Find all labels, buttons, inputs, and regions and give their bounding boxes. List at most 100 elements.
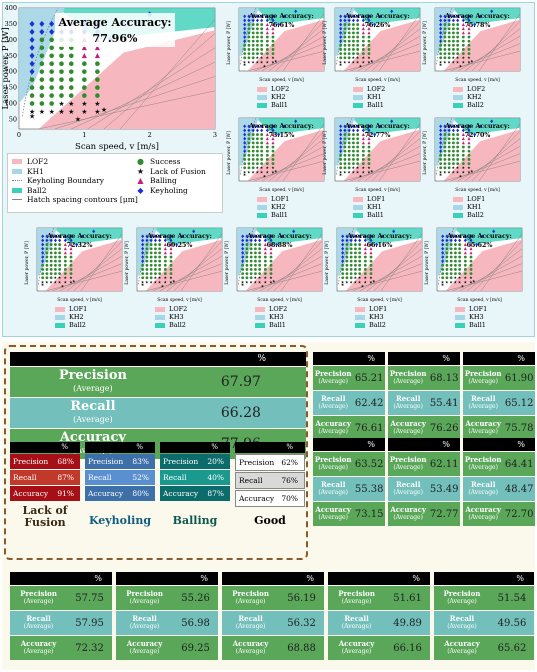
lof-region-core xyxy=(445,239,522,291)
success-point xyxy=(467,43,471,47)
hatch-contour xyxy=(38,90,216,130)
success-point xyxy=(443,162,447,165)
combination-recall-row: Recall (Average) 53.49 xyxy=(388,477,460,501)
lack-of-fusion-point: ★ xyxy=(458,279,462,284)
class-name-label: Lack of Fusion xyxy=(22,504,68,529)
keyholing-point xyxy=(158,234,162,239)
small-accuracy-value: 73.15% xyxy=(269,132,295,139)
lof-region-core xyxy=(245,239,322,291)
success-point xyxy=(463,263,467,267)
success-point xyxy=(63,259,67,263)
success-point xyxy=(463,255,467,259)
success-point xyxy=(339,52,343,55)
success-point xyxy=(443,158,447,161)
lack-of-fusion-point: ★ xyxy=(258,279,262,284)
success-point xyxy=(149,259,153,263)
small-legend-item: Ball1 xyxy=(455,321,487,329)
success-point xyxy=(456,35,460,39)
success-point xyxy=(454,243,457,246)
combination-metrics-table: % Precision (Average) 57.75 Recall (Average) 5… xyxy=(10,572,112,660)
class-pct-header: % xyxy=(235,442,305,453)
success-point xyxy=(443,35,447,39)
overall-precision-value: 67.97 xyxy=(220,374,261,390)
success-point xyxy=(352,137,355,141)
success-point xyxy=(247,145,251,149)
hatch-contour xyxy=(471,131,521,182)
balling-point xyxy=(265,141,269,145)
small-legend-item: Ball1 xyxy=(353,211,385,219)
overall-recall-value: 66.28 xyxy=(220,405,261,421)
hatch-contour xyxy=(443,160,521,182)
small-x-axis-label: Scan speed, v [m/s] xyxy=(57,297,102,303)
success-point xyxy=(263,255,267,259)
keyholing-point xyxy=(63,238,67,243)
small-legend-item: Ball1 xyxy=(257,211,289,219)
combination-recall-value: 56.32 xyxy=(287,617,316,629)
success-point xyxy=(367,52,371,55)
keyholing-point xyxy=(169,234,173,239)
success-point xyxy=(265,43,269,47)
success-point xyxy=(256,162,259,165)
success-point xyxy=(154,268,157,271)
lack-of-fusion-point: ★ xyxy=(341,282,345,287)
balling-point xyxy=(271,132,275,136)
success-point xyxy=(82,69,87,74)
lack-of-fusion-point: ★ xyxy=(81,100,87,108)
hatch-contour xyxy=(378,13,421,72)
success-point xyxy=(461,39,465,43)
success-point xyxy=(467,35,471,39)
success-point xyxy=(271,43,275,47)
keyholing-point xyxy=(453,238,457,243)
success-point xyxy=(454,272,457,275)
keyholing-point xyxy=(265,128,269,133)
lack-of-fusion-point: ★ xyxy=(271,165,275,170)
balling-point xyxy=(263,251,267,255)
success-point xyxy=(343,43,347,47)
success-point xyxy=(445,268,449,271)
success-point xyxy=(469,259,473,263)
success-point xyxy=(349,268,353,271)
lack-of-fusion-point: ★ xyxy=(58,275,62,280)
lack-of-fusion-point: ★ xyxy=(141,279,145,284)
combination-precision-value: 63.52 xyxy=(354,458,384,470)
success-point xyxy=(269,268,273,271)
keyholing-point xyxy=(369,238,373,243)
success-point xyxy=(45,251,49,255)
legend-hatch: Hatch spacing contours [μm] xyxy=(12,195,138,205)
keyholing-point xyxy=(49,238,53,243)
keyholing-point xyxy=(463,238,467,243)
success-point xyxy=(345,276,349,280)
success-point xyxy=(363,255,367,259)
success-point xyxy=(82,93,87,98)
success-point xyxy=(163,263,167,267)
small-accuracy-value: 69.25% xyxy=(167,242,193,249)
lack-of-fusion-point: ★ xyxy=(469,275,473,280)
success-point xyxy=(69,268,73,271)
keyholing-point xyxy=(343,18,347,23)
success-point xyxy=(345,255,349,259)
keyholing-point xyxy=(243,128,247,133)
combination-recall-row: Recall (Average) 49.89 xyxy=(328,611,430,635)
keyholing-point xyxy=(192,229,196,234)
keyholing-point xyxy=(451,128,455,133)
success-point xyxy=(249,251,253,255)
success-point xyxy=(68,61,74,67)
keyholing-point xyxy=(80,234,84,239)
lack-of-fusion-point: ★ xyxy=(463,275,467,280)
combination-recall-value: 65.12 xyxy=(504,397,534,409)
success-point xyxy=(452,133,455,136)
success-point xyxy=(363,268,367,271)
combination-precision-row: Precision (Average) 56.19 xyxy=(222,586,324,610)
success-point xyxy=(456,48,460,51)
success-point xyxy=(247,39,251,43)
lack-of-fusion-point: ★ xyxy=(263,279,267,284)
legend-success: ● Success xyxy=(137,157,181,167)
success-point xyxy=(39,61,45,67)
success-point xyxy=(265,145,269,149)
success-point xyxy=(256,133,259,136)
success-point xyxy=(271,162,275,165)
small-legend-item: KH1 xyxy=(353,203,385,211)
combination-accuracy-value: 69.25 xyxy=(181,642,210,654)
success-point xyxy=(349,251,353,255)
success-point xyxy=(456,43,460,47)
